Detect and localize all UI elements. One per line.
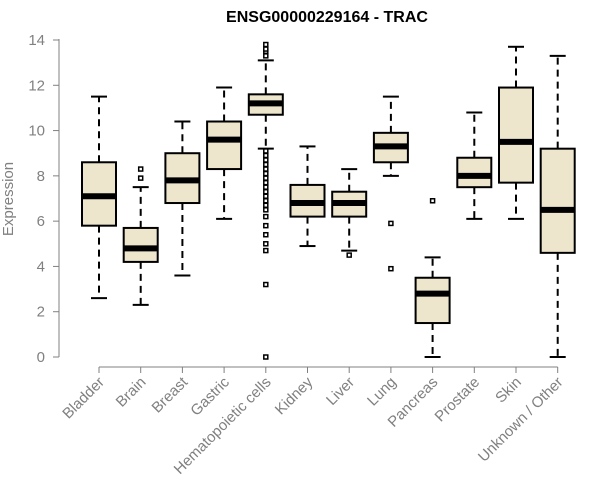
x-tick-label: Bladder — [59, 374, 108, 423]
y-tick-label: 8 — [37, 168, 45, 185]
y-tick-label: 4 — [37, 258, 45, 275]
x-tick-label: Kidney — [272, 373, 317, 418]
outlier-point — [263, 188, 269, 195]
box-group — [539, 54, 576, 358]
x-tick-label: Prostate — [432, 374, 484, 426]
outlier-point — [263, 152, 269, 159]
x-tick-label: Skin — [492, 374, 525, 407]
iqr-box — [456, 156, 493, 189]
outlier-point — [263, 222, 269, 229]
y-ticks: 0 2 4 6 8 10 12 14 — [28, 32, 59, 366]
outlier-point — [263, 53, 269, 59]
box-group — [81, 95, 117, 300]
outlier-point — [263, 175, 269, 181]
outlier-point — [388, 265, 394, 272]
y-tick-label: 10 — [28, 123, 45, 140]
outlier-point — [263, 202, 269, 209]
x-tick-label: Brain — [113, 374, 150, 411]
outlier-point — [429, 198, 436, 204]
outlier-point — [263, 213, 269, 220]
x-tick-label: Lung — [364, 374, 400, 410]
y-tick-label: 0 — [37, 349, 45, 366]
outlier-point — [388, 220, 394, 227]
iqr-box — [206, 120, 243, 171]
outlier-point — [263, 46, 269, 52]
outlier-point — [137, 166, 144, 172]
y-tick-label: 12 — [28, 77, 45, 94]
outlier-point — [263, 170, 269, 177]
box-group — [247, 41, 284, 360]
outlier-point — [263, 241, 269, 247]
y-tick-label: 6 — [37, 213, 45, 230]
outlier-point — [263, 281, 269, 288]
box-group — [206, 86, 243, 220]
outlier-point — [137, 175, 144, 181]
boxes — [81, 41, 576, 360]
outlier-point — [263, 179, 269, 186]
outlier-point — [263, 207, 269, 213]
outlier-point — [263, 161, 269, 168]
outlier-point — [263, 166, 269, 172]
x-tick-label: Breast — [149, 373, 192, 416]
box-group — [289, 145, 326, 248]
chart-title: ENSG00000229164 - TRAC — [226, 9, 428, 26]
outlier-point — [263, 198, 269, 204]
iqr-box — [539, 147, 576, 254]
iqr-box — [414, 276, 451, 325]
iqr-box — [498, 86, 534, 184]
box-group — [122, 166, 159, 306]
outlier-point — [346, 252, 352, 258]
x-tick-label: Liver — [323, 374, 358, 409]
box-group — [456, 111, 493, 220]
outlier-point — [263, 231, 269, 238]
box-group — [372, 95, 409, 272]
outlier-point — [263, 41, 269, 48]
box-group — [164, 120, 201, 277]
outlier-point — [263, 148, 269, 154]
box-group — [498, 45, 534, 220]
y-tick-label: 2 — [37, 304, 45, 321]
y-tick-label: 14 — [28, 32, 45, 49]
outlier-point — [263, 354, 269, 360]
outlier-point — [263, 247, 269, 254]
outlier-point — [263, 157, 269, 163]
box-group — [331, 168, 368, 258]
y-axis-label: Expression — [0, 162, 17, 236]
iqr-box — [122, 226, 159, 263]
outlier-point — [263, 184, 269, 190]
box-group — [414, 198, 451, 358]
outlier-point — [263, 193, 269, 199]
